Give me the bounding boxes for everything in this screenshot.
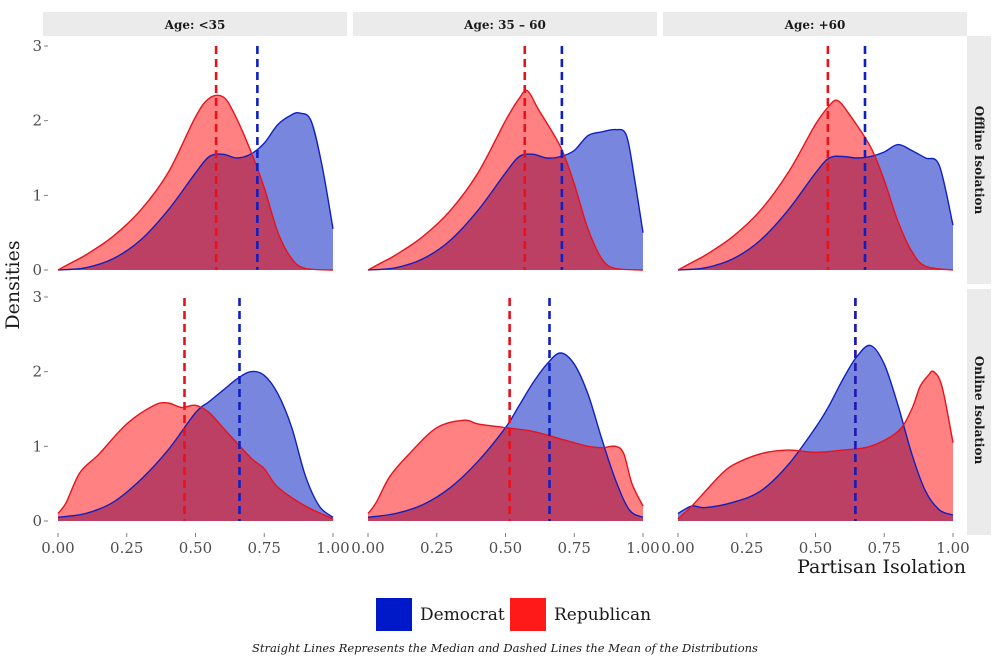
y-tick-label-offline-1: 1 — [32, 186, 42, 204]
y-tick-label-online-0: 0 — [32, 512, 42, 530]
strip-label-age-60-plus: Age: +60 — [784, 18, 846, 32]
caption: Straight Lines Represents the Median and… — [252, 641, 758, 655]
x-tick-label-age-60-plus-0.00: 0.00 — [661, 539, 694, 557]
y-tick-label-online-1: 1 — [32, 437, 42, 455]
democrat-density-line-offline-age-60-plus — [677, 143, 954, 271]
legend-key-democrat — [376, 598, 412, 631]
x-tick-label-age-35-60-0.50: 0.50 — [489, 539, 522, 557]
strip-label-online-isolation: Online Isolation — [972, 356, 986, 465]
strip-label-age-35-60: Age: 35 – 60 — [463, 18, 546, 32]
plot-layer — [57, 46, 954, 521]
panel-online-age-35-60 — [367, 298, 644, 521]
facet-strips: Age: <35 Age: 35 – 60 Age: +60 Offline I… — [43, 12, 991, 535]
panel-offline-age-under-35 — [57, 46, 334, 271]
x-axis-title: Partisan Isolation — [797, 556, 966, 578]
panel-online-age-60-plus — [677, 298, 954, 521]
democrat-density-line-offline-age-under-35 — [57, 112, 334, 271]
x-tick-label-age-under-35-1.00: 1.00 — [316, 539, 349, 557]
democrat-density-line-online-age-60-plus — [677, 344, 954, 516]
x-tick-label-age-35-60-1.00: 1.00 — [626, 539, 659, 557]
legend-key-republican — [510, 598, 546, 631]
legend-label-republican: Republican — [554, 605, 651, 625]
x-tick-label-age-under-35-0.00: 0.00 — [41, 539, 74, 557]
panel-offline-age-60-plus — [677, 46, 954, 271]
x-tick-label-age-35-60-0.75: 0.75 — [558, 539, 591, 557]
strip-right-online — [967, 289, 991, 535]
strip-label-offline-isolation: Offline Isolation — [972, 106, 986, 215]
x-tick-label-age-under-35-0.75: 0.75 — [248, 539, 281, 557]
panel-offline-age-35-60 — [367, 46, 644, 271]
strip-top-age-under-35 — [43, 12, 347, 36]
y-tick-label-online-3: 3 — [32, 288, 42, 306]
legend: Democrat Republican — [376, 598, 651, 631]
y-axis-title: Densities — [2, 240, 24, 329]
democrat-density-line-offline-age-35-60 — [367, 128, 644, 271]
y-tick-label-offline-2: 2 — [32, 112, 42, 130]
strip-right-offline — [967, 36, 991, 284]
y-tick-label-online-2: 2 — [32, 363, 42, 381]
republican-density-line-offline-age-60-plus — [677, 99, 954, 271]
democrat-density-line-online-age-under-35 — [57, 370, 334, 518]
x-tick-label-age-60-plus-0.75: 0.75 — [868, 539, 901, 557]
strip-label-age-under-35: Age: <35 — [164, 18, 226, 32]
x-tick-label-age-under-35-0.25: 0.25 — [110, 539, 143, 557]
democrat-density-line-online-age-35-60 — [367, 352, 644, 518]
y-tick-label-offline-3: 3 — [32, 37, 42, 55]
legend-label-democrat: Democrat — [420, 605, 505, 625]
strip-top-age-60-plus — [663, 12, 967, 36]
y-tick-label-offline-0: 0 — [32, 261, 42, 279]
x-tick-label-age-35-60-0.00: 0.00 — [351, 539, 384, 557]
republican-density-line-online-age-60-plus — [677, 370, 954, 520]
republican-density-line-online-age-under-35 — [57, 401, 334, 520]
x-tick-label-age-60-plus-0.25: 0.25 — [730, 539, 763, 557]
panel-online-age-under-35 — [57, 298, 334, 521]
strip-top-age-35-60 — [353, 12, 657, 36]
x-tick-label-age-60-plus-0.50: 0.50 — [799, 539, 832, 557]
republican-density-line-offline-age-under-35 — [57, 94, 334, 271]
x-tick-label-age-60-plus-1.00: 1.00 — [936, 539, 969, 557]
x-tick-label-age-under-35-0.50: 0.50 — [179, 539, 212, 557]
x-tick-label-age-35-60-0.25: 0.25 — [420, 539, 453, 557]
republican-density-line-online-age-35-60 — [367, 419, 644, 514]
